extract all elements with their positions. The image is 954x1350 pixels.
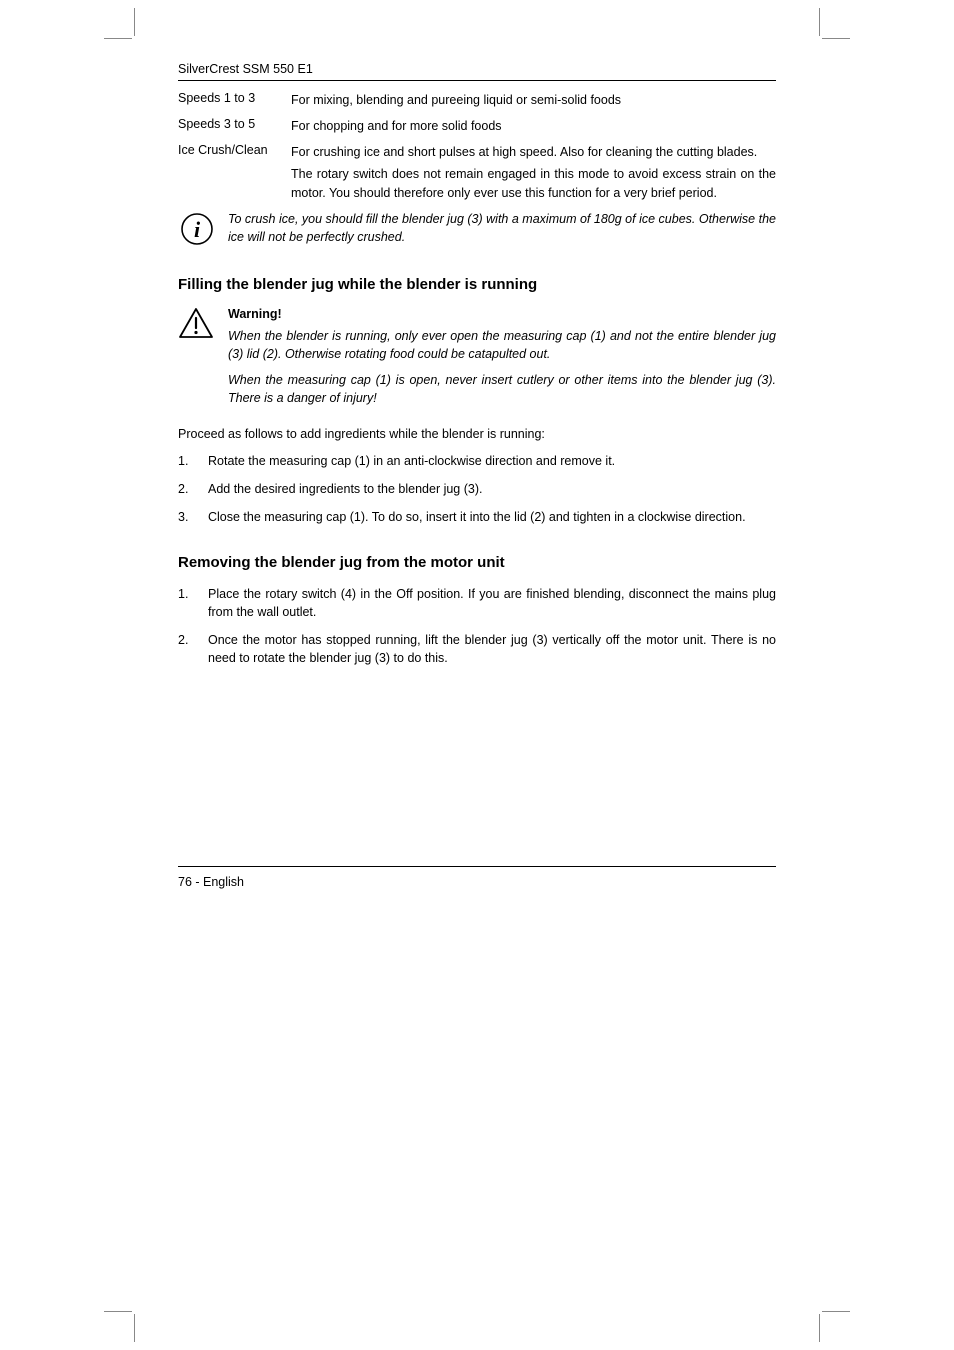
page-footer: 76 - English	[178, 866, 776, 889]
warning-block: Warning! When the blender is running, on…	[178, 307, 776, 416]
page-header: SilverCrest SSM 550 E1	[178, 62, 776, 81]
page-content: SilverCrest SSM 550 E1 Speeds 1 to 3 For…	[178, 62, 776, 892]
svg-text:i: i	[194, 217, 201, 242]
speed-label: Speeds 1 to 3	[178, 91, 291, 109]
step-number: 1.	[178, 585, 208, 621]
step-number: 2.	[178, 480, 208, 498]
speed-row: Speeds 1 to 3 For mixing, blending and p…	[178, 91, 776, 109]
step-text: Rotate the measuring cap (1) in an anti-…	[208, 452, 776, 470]
crop-mark	[104, 1311, 132, 1312]
section-heading: Removing the blender jug from the motor …	[178, 554, 776, 571]
speed-extra: The rotary switch does not remain engage…	[291, 165, 776, 201]
warning-icon	[178, 307, 228, 416]
warning-text: When the measuring cap (1) is open, neve…	[228, 371, 776, 407]
crop-mark	[819, 8, 820, 36]
speed-label: Speeds 3 to 5	[178, 117, 291, 135]
step-item: 3.Close the measuring cap (1). To do so,…	[178, 508, 776, 526]
crop-mark	[822, 38, 850, 39]
warning-text: When the blender is running, only ever o…	[228, 327, 776, 363]
step-number: 3.	[178, 508, 208, 526]
step-text: Close the measuring cap (1). To do so, i…	[208, 508, 776, 526]
info-icon: i	[178, 210, 228, 246]
speed-label: Ice Crush/Clean	[178, 143, 291, 201]
step-item: 1.Rotate the measuring cap (1) in an ant…	[178, 452, 776, 470]
info-note: i To crush ice, you should fill the blen…	[178, 210, 776, 246]
step-number: 1.	[178, 452, 208, 470]
step-text: Place the rotary switch (4) in the Off p…	[208, 585, 776, 621]
info-text: To crush ice, you should fill the blende…	[228, 210, 776, 246]
speed-table: Speeds 1 to 3 For mixing, blending and p…	[178, 91, 776, 202]
step-list: 1.Place the rotary switch (4) in the Off…	[178, 585, 776, 668]
step-item: 2.Once the motor has stopped running, li…	[178, 631, 776, 667]
speed-desc: For mixing, blending and pureeing liquid…	[291, 91, 776, 109]
step-item: 2.Add the desired ingredients to the ble…	[178, 480, 776, 498]
step-text: Once the motor has stopped running, lift…	[208, 631, 776, 667]
intro-text: Proceed as follows to add ingredients wh…	[178, 425, 776, 443]
speed-row: Ice Crush/Clean For crushing ice and sho…	[178, 143, 776, 201]
crop-mark	[104, 38, 132, 39]
warning-title: Warning!	[228, 307, 776, 321]
crop-mark	[822, 1311, 850, 1312]
speed-desc: For chopping and for more solid foods	[291, 117, 776, 135]
section-heading: Filling the blender jug while the blende…	[178, 276, 776, 293]
crop-mark	[819, 1314, 820, 1342]
crop-mark	[134, 1314, 135, 1342]
speed-row: Speeds 3 to 5 For chopping and for more …	[178, 117, 776, 135]
step-item: 1.Place the rotary switch (4) in the Off…	[178, 585, 776, 621]
crop-mark	[134, 8, 135, 36]
step-list: 1.Rotate the measuring cap (1) in an ant…	[178, 452, 776, 526]
step-text: Add the desired ingredients to the blend…	[208, 480, 776, 498]
step-number: 2.	[178, 631, 208, 667]
speed-desc: For crushing ice and short pulses at hig…	[291, 143, 776, 161]
